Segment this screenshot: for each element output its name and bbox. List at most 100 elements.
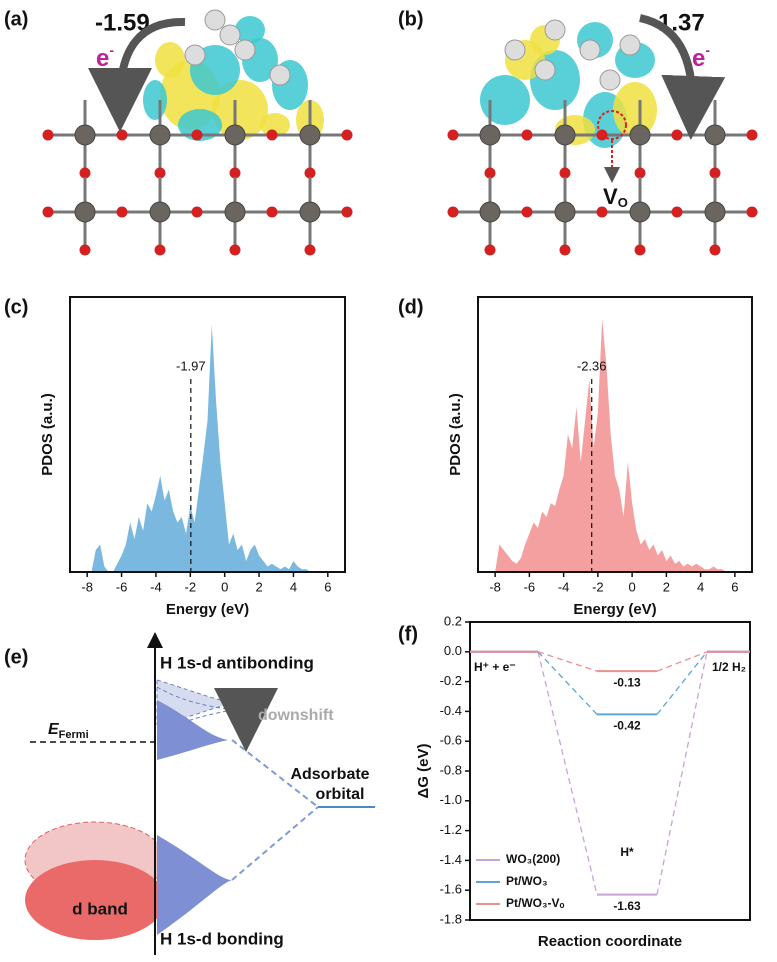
charge-density [613, 82, 657, 138]
tungsten [299, 201, 321, 223]
oxygen [304, 167, 316, 179]
antibonding [157, 700, 228, 760]
legend-label: Pt/WO₃ [506, 874, 548, 888]
platinum [219, 24, 241, 46]
panel-label: (f) [398, 623, 418, 645]
tungsten [299, 124, 321, 146]
plot-frame [477, 296, 753, 573]
electron-arrow [639, 14, 726, 140]
oxygen [154, 244, 166, 256]
charge-density [260, 113, 290, 137]
platinum [619, 34, 641, 56]
x-tick-label: 2 [255, 579, 262, 594]
panel-label: (c) [4, 296, 28, 318]
panel-label: (b) [398, 8, 424, 30]
x-tick-label: -8 [489, 579, 501, 594]
connector [656, 651, 708, 672]
oxygen [229, 167, 241, 179]
connector [656, 651, 708, 895]
platinum [534, 59, 556, 81]
oxygen [671, 206, 683, 218]
oxygen [671, 129, 683, 141]
electron-label: e- [692, 42, 710, 73]
electron-sign: - [705, 42, 710, 58]
y-tick-label: -1.6 [440, 882, 462, 897]
oxygen [42, 206, 54, 218]
oxygen [709, 244, 721, 256]
fermi-e: E [48, 721, 60, 738]
oxygen [634, 167, 646, 179]
plot-frame [69, 296, 346, 573]
structures [42, 9, 758, 256]
d-band [25, 860, 165, 940]
y-axis-label: PDOS (a.u.) [447, 393, 464, 476]
tungsten [74, 124, 96, 146]
x-tick-label: -2 [592, 579, 604, 594]
legend-label: Pt/WO₃-Vₒ [506, 896, 565, 910]
x-tick-label: -8 [81, 579, 93, 594]
panel-label: (a) [4, 8, 28, 30]
pdos-area [495, 319, 735, 572]
mix-line [231, 806, 319, 881]
y-tick-label: -1.8 [440, 911, 462, 926]
bonding [157, 835, 232, 935]
y-axis-label: ΔG (eV) [415, 744, 432, 799]
oxygen [447, 129, 459, 141]
state-label: 1/2 H₂ [712, 660, 746, 674]
x-tick-label: -2 [185, 579, 197, 594]
value-label: -0.13 [613, 675, 641, 689]
annotation-label: -2.36 [577, 358, 607, 373]
electron: e [96, 45, 109, 72]
y-tick-label: -0.4 [440, 703, 462, 718]
electron-sign: - [109, 42, 114, 58]
panel-label: (e) [4, 646, 28, 668]
platinum [234, 39, 256, 61]
mix-line [231, 739, 319, 808]
oxygen [596, 206, 608, 218]
oxygen [447, 206, 459, 218]
tungsten [224, 124, 246, 146]
oxygen [559, 244, 571, 256]
oxygen [746, 129, 758, 141]
oxygen [341, 129, 353, 141]
vacancy-ring [597, 110, 627, 140]
oxygen [266, 129, 278, 141]
oxygen [521, 206, 533, 218]
oxygen [116, 206, 128, 218]
oxygen [484, 167, 496, 179]
y-tick-label: -1.0 [440, 792, 462, 807]
vacancy: V [603, 184, 618, 209]
tungsten [224, 201, 246, 223]
x-tick-label: 6 [731, 579, 738, 594]
vacancy-sub: O [618, 195, 628, 210]
state-label: H⁺ + e⁻ [474, 660, 516, 674]
x-tick-label: -6 [116, 579, 128, 594]
bonding-label: H 1s-d bonding [160, 929, 284, 948]
charge-density [235, 16, 265, 44]
oxygen [154, 167, 166, 179]
d-band-label: d band [72, 899, 128, 918]
connector [656, 651, 708, 715]
tungsten [479, 124, 501, 146]
fermi-label: EFermi [48, 721, 89, 741]
oxygen [191, 129, 203, 141]
value-label: -1.63 [613, 899, 641, 913]
x-tick-label: 4 [290, 579, 297, 594]
diagram [24, 632, 375, 955]
platinum [204, 9, 226, 31]
oxygen [634, 244, 646, 256]
platinum [184, 44, 206, 66]
platinum [599, 69, 621, 91]
oxygen [559, 167, 571, 179]
annotation-label: -1.97 [176, 358, 206, 373]
tungsten [479, 201, 501, 223]
oxygen [521, 129, 533, 141]
legend-label: WO₃(200) [506, 852, 560, 866]
oxygen [304, 244, 316, 256]
y-tick-label: -1.2 [440, 822, 462, 837]
oxygen [229, 244, 241, 256]
value-label: -0.42 [613, 719, 641, 733]
connector [537, 651, 598, 715]
y-axis-label: PDOS (a.u.) [39, 393, 56, 476]
x-axis-label: Energy (eV) [166, 601, 249, 618]
